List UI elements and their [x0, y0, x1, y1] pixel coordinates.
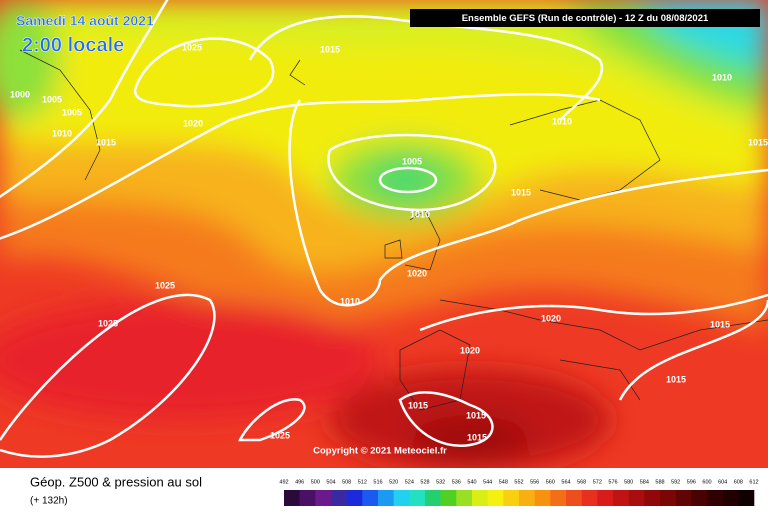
scale-label: 552 — [514, 479, 523, 485]
scale-cell — [675, 490, 692, 506]
scale-cell — [691, 490, 708, 506]
footer-lead: (+ 132h) — [30, 496, 68, 507]
scale-label: 580 — [624, 479, 633, 485]
scale-label: 600 — [702, 479, 711, 485]
scale-cell — [503, 490, 520, 506]
scale-cell — [581, 490, 598, 506]
scale-label: 572 — [593, 479, 602, 485]
run-box — [410, 9, 760, 27]
scale-label: 548 — [499, 479, 508, 485]
scale-label: 556 — [530, 479, 539, 485]
local-time: 2:00 locale — [22, 34, 124, 56]
scale-cell — [440, 490, 457, 506]
scale-label: 512 — [358, 479, 367, 485]
scale-cell — [722, 490, 739, 506]
color-scale: 492 496 500 504 508 512 516 520 524 528 532 536 540 5… — [279, 479, 759, 506]
isobar-label: 1015 — [511, 187, 531, 197]
scale-cell — [707, 490, 723, 506]
isobar-label: 1010 — [410, 209, 430, 219]
date: Samedi 14 août 2021 — [16, 13, 154, 29]
isobar-label: 1015 — [710, 319, 730, 329]
scale-cell — [393, 490, 410, 506]
scale-label: 492 — [279, 479, 288, 485]
scale-label: 504 — [326, 479, 335, 485]
scale-cell — [315, 490, 332, 506]
scale-cell — [456, 490, 473, 506]
geopotential-field — [0, 0, 768, 468]
scale-cell — [738, 490, 755, 506]
scale-label: 560 — [546, 479, 555, 485]
scale-cell — [534, 490, 551, 506]
scale-label: 588 — [655, 479, 664, 485]
scale-label: 564 — [561, 479, 570, 485]
scale-cell — [346, 490, 363, 506]
scale-cell — [550, 490, 567, 506]
isobar-label: 1025 — [155, 280, 175, 290]
scale-cell — [425, 490, 441, 506]
isobar-label: 1010 — [52, 128, 72, 138]
scale-cell — [613, 490, 629, 506]
isobar-label: 1020 — [407, 268, 427, 278]
isobar-label: 1000 — [10, 89, 30, 99]
scale-label: 520 — [389, 479, 398, 485]
footer-title: Géop. Z500 & pression au sol — [30, 474, 202, 489]
scale-label: 592 — [671, 479, 680, 485]
isobar-label: 1005 — [402, 156, 422, 166]
scale-label: 604 — [718, 479, 727, 485]
scale-label: 500 — [311, 479, 320, 485]
scale-cell — [472, 490, 488, 506]
scale-label: 584 — [640, 479, 649, 485]
isobar-label: 1020 — [183, 118, 203, 128]
isobar-label: 1015 — [320, 44, 340, 54]
scale-label: 524 — [405, 479, 414, 485]
scale-cell — [378, 490, 394, 506]
scale-cell — [519, 490, 535, 506]
isobar-label: 1015 — [466, 410, 486, 420]
scale-label: 532 — [436, 479, 445, 485]
scale-label: 568 — [577, 479, 586, 485]
scale-cell — [628, 490, 645, 506]
isobar-label: 1015 — [666, 374, 686, 384]
isobar-label: 1020 — [541, 313, 561, 323]
isobar-label: 1005 — [62, 107, 82, 117]
isobar-label: 1025 — [98, 318, 118, 328]
run-info: Ensemble GEFS (Run de contrôle) - 12 Z d… — [462, 13, 709, 24]
isobar-label: 1010 — [552, 116, 572, 126]
scale-cell — [660, 490, 676, 506]
isobar-label: 1025 — [270, 430, 290, 440]
scale-cell — [566, 490, 582, 506]
isobar-label: 1015 — [408, 400, 428, 410]
scale-label: 612 — [749, 479, 758, 485]
isobar-label: 1025 — [182, 42, 202, 52]
scale-label: 576 — [608, 479, 617, 485]
scale-cell — [331, 490, 347, 506]
scale-label: 608 — [734, 479, 743, 485]
scale-label: 508 — [342, 479, 351, 485]
isobar-label: 1015 — [467, 432, 487, 442]
isobar-label: 1005 — [42, 94, 62, 104]
isobar-label: 1020 — [460, 345, 480, 355]
scale-cell — [409, 490, 426, 506]
scale-cell — [284, 490, 300, 506]
scale-label: 536 — [452, 479, 461, 485]
scale-label: 528 — [420, 479, 429, 485]
copyright: Copyright © 2021 Meteociel.fr — [313, 446, 447, 457]
scale-label: 544 — [483, 479, 492, 485]
scale-cell — [644, 490, 661, 506]
scale-cell — [362, 490, 379, 506]
scale-label: 596 — [687, 479, 696, 485]
scale-label: 496 — [295, 479, 304, 485]
scale-cell — [299, 490, 316, 506]
isobar-label: 1010 — [340, 296, 360, 306]
isobar-label: 1015 — [96, 137, 116, 147]
scale-cell — [487, 490, 504, 506]
isobar-label: 1015 — [748, 137, 768, 147]
scale-label: 540 — [467, 479, 476, 485]
scale-label: 516 — [373, 479, 382, 485]
isobar-label: 1010 — [712, 72, 732, 82]
scale-cell — [597, 490, 614, 506]
